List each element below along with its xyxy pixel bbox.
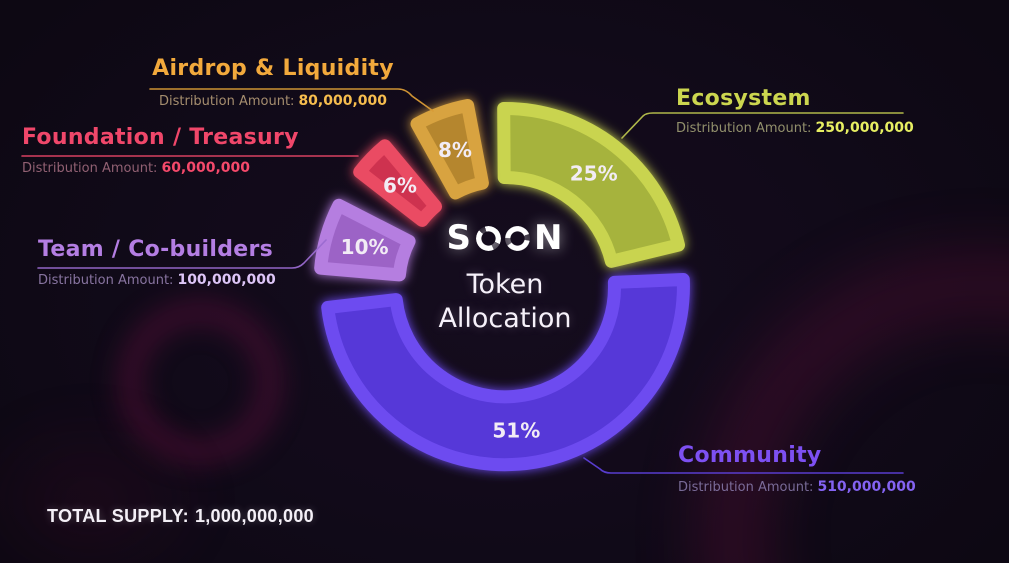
percent-label-ecosystem: 25% <box>570 162 618 186</box>
segment-title: Community <box>678 443 822 468</box>
distribution-label: Distribution Amount: <box>22 160 158 176</box>
distribution-label: Distribution Amount: <box>676 120 812 136</box>
chart-center: S N Token Allocation <box>400 218 610 336</box>
segment-ecosystem <box>497 101 685 268</box>
logo-letter-s: S <box>446 218 473 258</box>
segment-title: Airdrop & Liquidity <box>152 56 394 81</box>
percent-label-airdrop: 8% <box>438 138 472 162</box>
segment-team <box>314 198 416 282</box>
legend-ecosystem: Ecosystem Distribution Amount: 250,000,00… <box>676 86 916 137</box>
total-supply-label: TOTAL SUPPLY: <box>47 506 189 526</box>
legend-team-cobuilders: Team / Co-builders Distribution Amount: 1… <box>38 237 318 289</box>
distribution-line: Distribution Amount: 80,000,000 <box>140 92 406 110</box>
logo-letter-n: N <box>534 218 564 258</box>
soon-logo-o-icon <box>476 225 502 251</box>
segment-title: Foundation / Treasury <box>22 125 299 150</box>
legend-foundation-treasury: Foundation / Treasury Distribution Amoun… <box>22 125 362 177</box>
leader-line-team <box>37 239 327 269</box>
segment-airdrop <box>410 99 489 200</box>
distribution-label: Distribution Amount: <box>38 272 174 288</box>
distribution-line: Distribution Amount: 60,000,000 <box>22 159 362 177</box>
legend-community: Community Distribution Amount: 510,000,00… <box>678 443 918 496</box>
total-supply-value: 1,000,000,000 <box>194 506 314 526</box>
distribution-amount: 250,000,000 <box>815 119 914 136</box>
chart-title: Token Allocation <box>400 268 610 336</box>
soon-logo: S N <box>400 218 610 258</box>
segment-title: Ecosystem <box>676 86 811 111</box>
distribution-label: Distribution Amount: <box>158 93 295 109</box>
distribution-line: Distribution Amount: 510,000,000 <box>678 478 918 496</box>
segment-community <box>321 273 690 472</box>
chart-title-line2: Allocation <box>438 303 572 334</box>
legend-airdrop-liquidity: Airdrop & Liquidity Distribution Amount:… <box>140 56 406 110</box>
distribution-amount: 510,000,000 <box>817 478 916 495</box>
distribution-amount: 80,000,000 <box>298 92 388 109</box>
distribution-label: Distribution Amount: <box>678 479 814 495</box>
percent-label-community: 51% <box>492 419 540 443</box>
distribution-amount: 100,000,000 <box>177 271 276 288</box>
leader-line-airdrop <box>149 88 434 112</box>
distribution-amount: 60,000,000 <box>161 159 251 176</box>
percent-label-foundation: 6% <box>383 174 417 198</box>
soon-logo-o-icon <box>500 221 535 255</box>
total-supply: TOTAL SUPPLY: 1,000,000,000 <box>47 506 314 527</box>
leader-line-ecosystem <box>621 112 904 139</box>
segment-foundation <box>353 139 442 227</box>
segment-title: Team / Co-builders <box>38 237 274 262</box>
chart-title-line1: Token <box>466 269 544 300</box>
distribution-line: Distribution Amount: 100,000,000 <box>38 271 318 289</box>
percent-label-team: 10% <box>341 235 389 259</box>
distribution-line: Distribution Amount: 250,000,000 <box>676 119 916 137</box>
leader-line-community <box>583 457 904 474</box>
